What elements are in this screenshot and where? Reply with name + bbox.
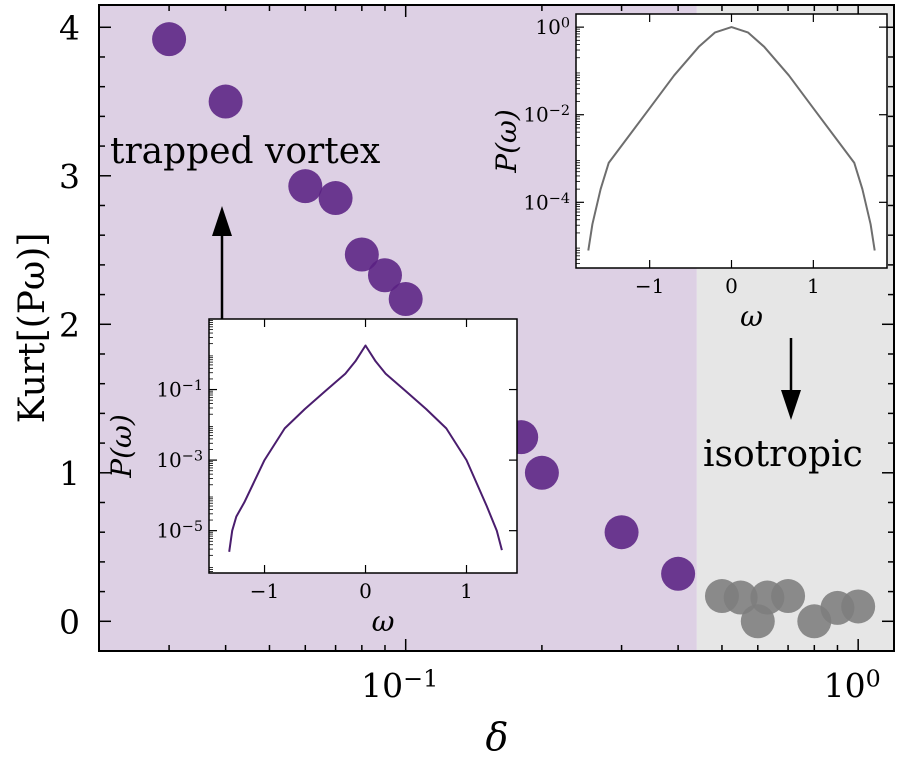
pdf-curve	[228, 344, 503, 552]
inset-x-tick-label: 0	[725, 274, 738, 298]
inset-x-tick-label: 1	[807, 274, 820, 298]
arrow-up-icon	[212, 206, 232, 330]
inset-y-tick-label: 10−1	[156, 378, 203, 402]
arrow-down-icon	[781, 338, 801, 420]
y-tick-label: 3	[59, 157, 80, 196]
data-point	[152, 22, 187, 57]
inset-trapped-vortex-pdf: −1 0 1 10−1 10−3 10−5 ω P(ω)	[105, 318, 518, 638]
inset-x-axis-label: ω	[740, 300, 763, 333]
inset-y-tick-label: 10−2	[523, 103, 570, 127]
data-point	[604, 515, 639, 550]
data-point	[208, 84, 243, 119]
inset-x-axis-label: ω	[372, 605, 395, 638]
inset-y-tick-label: 10−3	[156, 448, 203, 472]
inset-x-tick-label: −1	[635, 274, 664, 298]
y-tick-label: 0	[59, 602, 80, 641]
data-point	[524, 455, 559, 490]
annotation-isotropic: isotropic	[703, 434, 863, 475]
data-point	[771, 579, 806, 614]
inset-y-tick-label: 100	[535, 15, 570, 39]
y-tick-label: 2	[59, 305, 80, 344]
y-tick-label: 1	[59, 454, 80, 493]
pdf-curve	[587, 26, 876, 251]
annotation-trapped-vortex: trapped vortex	[110, 131, 380, 172]
x-tick-label: 100	[824, 664, 881, 705]
y-axis-label: Kurt[(Pω)]	[12, 233, 53, 424]
data-point	[318, 181, 353, 216]
y-tick-label: 4	[59, 8, 80, 47]
x-axis-label: δ	[486, 715, 509, 757]
data-point	[841, 589, 876, 624]
inset-y-tick-label: 10−5	[156, 519, 203, 543]
inset-x-tick-label: 1	[460, 579, 473, 603]
scatter-points	[152, 22, 876, 639]
data-point	[288, 169, 323, 204]
inset-y-tick-label: 10−4	[523, 190, 570, 214]
inset-frame	[208, 318, 518, 574]
inset-isotropic-pdf: −1 0 1 100 10−2 10−4 ω P(ω)	[490, 13, 888, 333]
inset-frame	[575, 13, 888, 269]
data-point	[723, 580, 758, 615]
data-point	[344, 237, 379, 272]
data-point	[661, 556, 696, 591]
data-point	[388, 282, 423, 317]
inset-x-tick-label: −1	[250, 579, 279, 603]
main-plot-frame	[98, 4, 895, 652]
inset-y-axis-label: P(ω)	[105, 414, 138, 479]
inset-x-tick-label: 0	[359, 579, 372, 603]
x-tick-label: 10−1	[361, 664, 438, 705]
inset-y-axis-label: P(ω)	[490, 109, 523, 174]
data-point	[367, 258, 402, 293]
